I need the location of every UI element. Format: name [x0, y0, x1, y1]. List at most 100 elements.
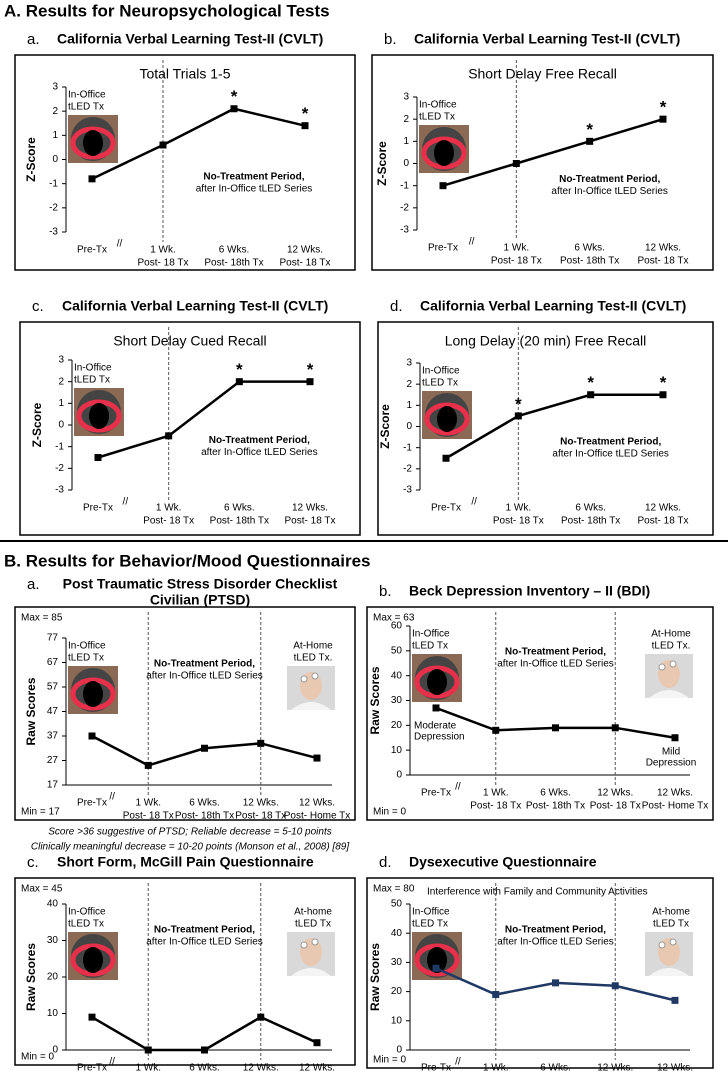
panel-letter: c.	[32, 298, 44, 315]
annotation: At-Home	[651, 629, 691, 640]
x-tick-label: 1 Wk.	[150, 245, 176, 256]
y-tick-label: 3	[52, 82, 58, 93]
y-tick-label: 10	[391, 745, 403, 756]
led	[414, 943, 460, 977]
x-tick-label: Post- 18 Tx	[638, 256, 689, 267]
annotation: tLED Tx	[74, 375, 110, 386]
min-label: Min = 0	[373, 807, 407, 818]
y-tick-label: 0	[52, 154, 58, 165]
x-tick-label: Pre-Tx	[421, 1063, 451, 1074]
y-tick-label: 0	[396, 770, 402, 781]
chart-title: Short Form, McGill Pain Questionnaire	[57, 854, 314, 870]
y-tick-label: 0	[406, 421, 412, 432]
y-tick-label: 37	[47, 731, 59, 742]
photo	[412, 654, 462, 702]
shoulders	[291, 702, 331, 710]
led	[70, 126, 116, 160]
annotation: At-home	[652, 907, 690, 918]
led	[414, 665, 460, 699]
y-tick-label: 1	[403, 136, 409, 147]
x-tick-label: 12 Wks.	[645, 243, 681, 254]
x-tick-label: 12 Wks.	[597, 788, 633, 799]
annotation: tLED Tx	[419, 112, 455, 123]
chart-subtitle: Short Delay Cued Recall	[113, 333, 266, 349]
y-tick-label: -1	[403, 442, 412, 453]
x-tick-label: Post- Home Tx	[642, 801, 709, 812]
chart-subtitle: Short Delay Free Recall	[468, 66, 617, 82]
y-axis-label: Z-Score	[30, 402, 44, 447]
annotation: tLED Tx	[68, 653, 104, 664]
annotation: Depression	[646, 757, 697, 768]
y-tick-label: -3	[400, 225, 409, 236]
max-label: Max = 63	[373, 613, 415, 624]
y-tick-label: 30	[391, 957, 403, 968]
max-label: Max = 80	[373, 884, 415, 895]
x-tick-label: 6 Wks.	[189, 1063, 220, 1074]
data-line	[91, 1015, 318, 1052]
face	[83, 947, 103, 973]
significance-star: *	[231, 87, 238, 106]
panel-letter: b.	[384, 31, 397, 48]
annotation: tLED Tx.	[294, 653, 333, 664]
x-tick-label: Post- 18 Tx	[285, 516, 336, 527]
x-tick-label: Post- 18 Tx	[123, 811, 174, 822]
data-point	[659, 115, 667, 123]
y-tick-label: 1	[52, 130, 58, 141]
y-axis-label: Raw Scores	[368, 666, 382, 734]
x-tick-label: 6 Wks.	[574, 243, 605, 254]
photo	[412, 932, 462, 980]
led-pad	[300, 941, 308, 949]
y-tick-label: 1	[406, 400, 412, 411]
y-tick-label: 40	[391, 670, 403, 681]
min-label: Min = 0	[21, 1052, 55, 1063]
y-tick-label: -1	[49, 178, 58, 189]
max-label: Max = 45	[21, 884, 63, 895]
section-heading: B. Results for Behavior/Mood Questionnai…	[4, 551, 371, 570]
y-tick-label: -1	[55, 441, 64, 452]
data-point	[257, 1013, 265, 1021]
data-line	[445, 393, 663, 460]
photo	[68, 115, 118, 163]
annotation: In-Office	[68, 907, 106, 918]
x-tick-label: 12 Wks.	[243, 1063, 279, 1074]
annotation: after In-Office tLED Series	[196, 184, 313, 195]
x-tick-label: 12 Wks.	[645, 503, 681, 514]
data-point	[492, 726, 500, 734]
data-point	[165, 432, 173, 440]
x-tick-label: 12 Wks.	[292, 503, 328, 514]
y-tick-label: -2	[49, 202, 58, 213]
photo	[68, 932, 118, 980]
annotation: tLED Tx	[412, 641, 448, 652]
annotation: In-Office	[74, 363, 112, 374]
led	[424, 402, 470, 436]
x-tick-label: Post- 18th Tx	[560, 256, 619, 267]
data-point	[257, 739, 265, 747]
chart-title: California Verbal Learning Test-II (CVLT…	[420, 298, 686, 314]
y-tick-label: 57	[47, 682, 59, 693]
face	[437, 406, 457, 432]
led	[421, 136, 467, 170]
y-tick-label: 60	[391, 621, 403, 632]
panel-letter: a.	[27, 31, 40, 48]
chart-title: Civilian (PTSD)	[150, 592, 250, 608]
panel-box	[14, 877, 356, 1066]
y-tick-label: 50	[391, 899, 403, 910]
axis-break: //	[123, 497, 129, 508]
face	[434, 140, 454, 166]
y-tick-label: 20	[391, 986, 403, 997]
x-tick-label: 6 Wks.	[219, 245, 250, 256]
data-point	[88, 175, 96, 183]
annotation: tLED Tx	[295, 919, 331, 930]
annotation: No-Treatment Period,	[505, 925, 606, 936]
y-tick-label: -2	[403, 463, 412, 474]
x-tick-label: 1 Wk.	[504, 243, 530, 254]
data-point	[514, 412, 522, 420]
y-tick-label: 0	[396, 1045, 402, 1056]
min-label: Min = 0	[373, 1055, 407, 1066]
data-point	[144, 1046, 152, 1054]
data-point	[587, 391, 595, 399]
x-tick-label: Pre-Tx	[77, 1063, 107, 1074]
face	[89, 403, 109, 429]
y-tick-label: 0	[403, 158, 409, 169]
x-tick-label: 1 Wk.	[135, 1063, 161, 1074]
